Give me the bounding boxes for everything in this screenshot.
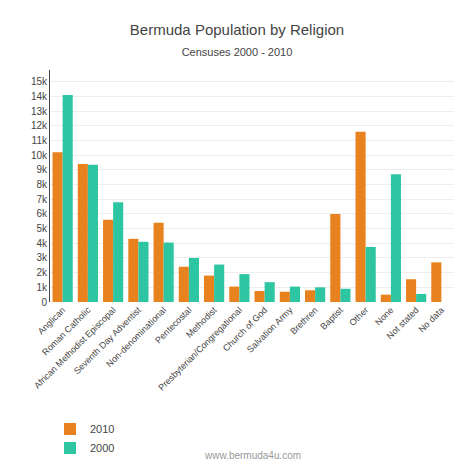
svg-text:Other: Other	[347, 305, 370, 328]
svg-text:African Methodist Episcopal: African Methodist Episcopal	[32, 305, 118, 391]
svg-text:2k: 2k	[36, 267, 48, 278]
svg-text:Baptist: Baptist	[318, 305, 345, 332]
svg-text:2010: 2010	[90, 423, 114, 435]
svg-text:No data: No data	[417, 305, 446, 334]
svg-text:Censuses 2000 - 2010: Censuses 2000 - 2010	[182, 46, 293, 58]
svg-text:Bermuda Population by Religion: Bermuda Population by Religion	[130, 21, 344, 38]
svg-text:15k: 15k	[31, 76, 48, 87]
svg-text:10k: 10k	[31, 150, 48, 161]
svg-text:Not stated: Not stated	[385, 305, 421, 341]
svg-text:8k: 8k	[36, 179, 48, 190]
svg-text:Non-denominational: Non-denominational	[104, 305, 168, 369]
svg-text:4k: 4k	[36, 238, 48, 249]
svg-text:12k: 12k	[31, 120, 48, 131]
svg-text:Roman Catholic: Roman Catholic	[40, 305, 93, 358]
svg-text:0: 0	[41, 297, 47, 308]
svg-text:Seventh Day Adventist: Seventh Day Adventist	[72, 305, 143, 376]
svg-text:Pentecostal: Pentecostal	[153, 305, 193, 345]
svg-text:14k: 14k	[31, 91, 48, 102]
svg-text:Brethren: Brethren	[288, 305, 319, 336]
svg-text:www.bermuda4u.com: www.bermuda4u.com	[204, 450, 301, 461]
svg-text:3k: 3k	[36, 252, 48, 263]
svg-text:1k: 1k	[36, 282, 48, 293]
svg-text:Church of God: Church of God	[221, 305, 269, 353]
svg-text:13k: 13k	[31, 106, 48, 117]
svg-text:11k: 11k	[32, 135, 48, 146]
svg-text:Anglican: Anglican	[36, 305, 67, 336]
svg-text:6k: 6k	[36, 208, 48, 219]
svg-text:Presbyterian/Congregational: Presbyterian/Congregational	[156, 305, 244, 393]
svg-text:5k: 5k	[36, 223, 48, 234]
svg-text:2000: 2000	[90, 442, 114, 454]
svg-text:Methodist: Methodist	[184, 305, 219, 340]
svg-text:None: None	[373, 305, 395, 327]
svg-text:Salvation Army: Salvation Army	[245, 305, 295, 355]
svg-text:7k: 7k	[36, 194, 48, 205]
svg-text:9k: 9k	[36, 164, 48, 175]
